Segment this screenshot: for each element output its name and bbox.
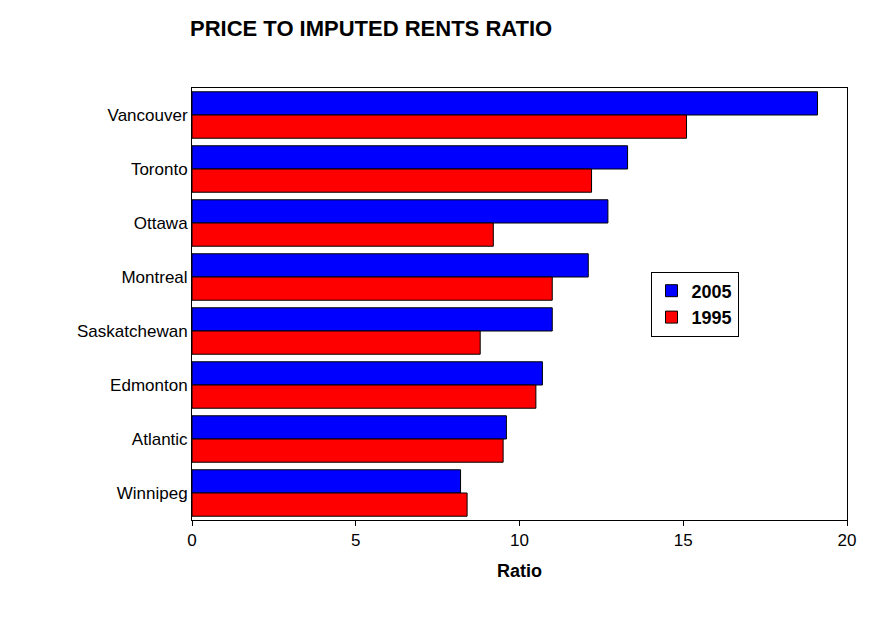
svg-text:20: 20 bbox=[838, 531, 857, 550]
svg-text:15: 15 bbox=[674, 531, 693, 550]
svg-text:Ratio: Ratio bbox=[497, 561, 542, 581]
svg-text:Atlantic: Atlantic bbox=[132, 430, 188, 449]
svg-text:Edmonton: Edmonton bbox=[110, 376, 188, 395]
svg-text:0: 0 bbox=[187, 531, 196, 550]
svg-text:Vancouver: Vancouver bbox=[108, 106, 188, 125]
svg-text:Montreal: Montreal bbox=[121, 268, 187, 287]
svg-text:2005: 2005 bbox=[692, 282, 732, 302]
svg-text:Saskatchewan: Saskatchewan bbox=[77, 322, 188, 341]
svg-text:5: 5 bbox=[351, 531, 360, 550]
svg-text:Toronto: Toronto bbox=[131, 160, 188, 179]
svg-text:10: 10 bbox=[510, 531, 529, 550]
svg-text:PRICE TO IMPUTED RENTS RATIO: PRICE TO IMPUTED RENTS RATIO bbox=[190, 16, 552, 41]
svg-text:Winnipeg: Winnipeg bbox=[117, 484, 188, 503]
svg-text:Ottawa: Ottawa bbox=[134, 214, 188, 233]
svg-text:1995: 1995 bbox=[692, 308, 732, 328]
